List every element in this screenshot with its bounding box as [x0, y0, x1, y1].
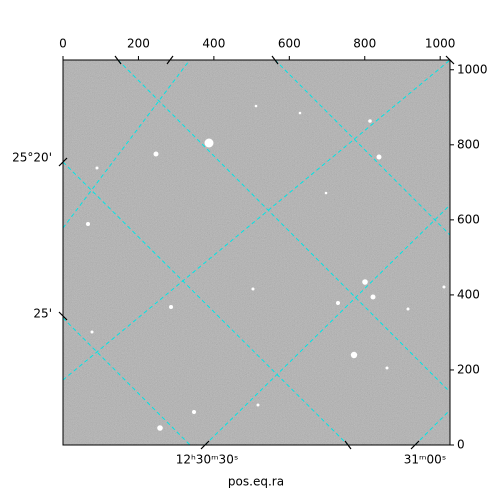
star: [256, 403, 260, 407]
star: [442, 285, 446, 289]
star: [251, 287, 255, 291]
star: [362, 279, 368, 285]
wcs-tick: [344, 440, 352, 450]
image-frame: [62, 59, 451, 446]
dec-grid-line: [63, 317, 191, 445]
ra-tick-label: 31ᵐ00ˢ: [404, 453, 447, 467]
star: [95, 166, 99, 170]
ra-grid-line: [414, 409, 450, 445]
dec-grid-line: [63, 161, 349, 445]
star: [157, 425, 163, 431]
star: [86, 222, 90, 226]
wcs-tick: [166, 55, 174, 65]
star: [204, 138, 214, 148]
x-tick-label: 400: [202, 37, 225, 51]
ra-tick-label: 12ʰ30ᵐ30ˢ: [176, 453, 239, 467]
star: [153, 151, 159, 157]
x-tick-label: 0: [59, 37, 67, 51]
wcs-tick: [200, 440, 210, 450]
y-tick-label: 400: [457, 287, 480, 301]
x-axis-label: pos.eq.ra: [228, 475, 284, 489]
star: [406, 307, 410, 311]
star: [350, 351, 358, 359]
star: [336, 301, 340, 305]
ra-grid-line: [204, 204, 450, 445]
image-noise: [63, 60, 450, 445]
dec-tick-label: 25': [33, 307, 52, 321]
wcs-tick: [410, 440, 420, 450]
y-tick-label: 600: [457, 212, 480, 226]
wcs-tick: [114, 55, 122, 65]
star: [385, 366, 389, 370]
ra-grid-line: [63, 60, 191, 229]
star: [90, 330, 94, 334]
star: [169, 305, 173, 309]
y-tick-label: 200: [457, 362, 480, 376]
star: [254, 104, 258, 108]
wcs-tick: [58, 311, 68, 321]
wcs-tick: [58, 157, 68, 167]
x-tick-label: 800: [353, 37, 376, 51]
star: [368, 119, 372, 123]
x-tick-label: 200: [127, 37, 150, 51]
star: [298, 111, 302, 115]
dec-tick-label: 25°20': [12, 151, 52, 165]
wcs-tick: [271, 55, 279, 65]
x-tick-label: 1000: [425, 37, 456, 51]
wcs-tick: [445, 55, 455, 65]
star: [370, 294, 376, 300]
star: [324, 191, 328, 195]
y-tick-label: 800: [457, 137, 480, 151]
star: [376, 154, 382, 160]
coordinate-grid: [63, 60, 450, 445]
star: [192, 410, 196, 414]
stars: [86, 104, 446, 431]
wcs-ticks: [58, 55, 455, 450]
y-tick-label: 1000: [457, 62, 488, 76]
y-tick-label: 0: [457, 438, 465, 452]
x-tick-label: 600: [278, 37, 301, 51]
